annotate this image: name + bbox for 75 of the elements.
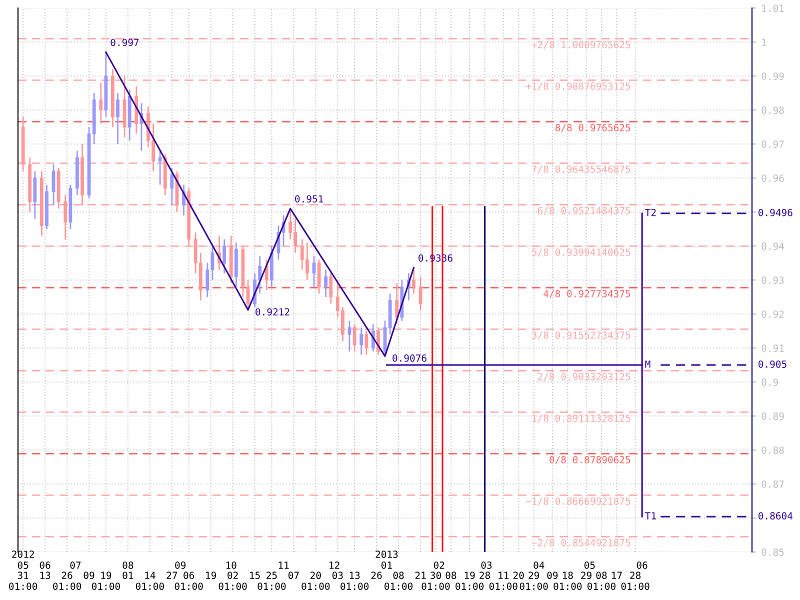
- y-tick-label: 0.87: [762, 480, 784, 488]
- x2-tick-label: 06: [40, 562, 50, 569]
- x2-tick-label: 07: [70, 562, 81, 569]
- x2-tick-label: 10: [226, 562, 236, 569]
- annotation: 0.8604: [758, 512, 793, 520]
- annotation: T2: [645, 208, 656, 216]
- y-tick-label: 0.96: [762, 174, 784, 182]
- y-tick-label: 0.91: [762, 344, 784, 352]
- ref-line-label: 4/8 0.927734375: [544, 290, 630, 298]
- y-tick-label: 0.85: [762, 548, 784, 556]
- x-tick-label: 20 01:00: [302, 572, 330, 590]
- x-tick-label: 17: [612, 572, 622, 579]
- x-tick-label: 31 01:00: [9, 572, 38, 590]
- ref-line-label: 3/8 0.91552734375: [532, 331, 630, 340]
- x2-tick-label: 04: [534, 562, 544, 569]
- x-tick-label: 08 01:00: [384, 572, 413, 590]
- x-tick-label: 14 01:00: [136, 572, 164, 590]
- x-tick-label: 29: [581, 572, 592, 580]
- annotation: M: [645, 360, 650, 368]
- y-tick-label: 0.92: [762, 310, 784, 318]
- ref-line-label: −2/8 0.8544921875: [532, 538, 630, 548]
- x2-tick-label: 2012 05: [12, 550, 34, 569]
- x-tick-label: 27: [166, 572, 178, 579]
- ref-line-label: 1/8 0.89111328125: [532, 414, 630, 423]
- ref-line-label: 7/8 0.96435546875: [532, 165, 630, 174]
- x-tick-label: 15: [250, 572, 260, 580]
- x2-tick-label: 06: [636, 562, 648, 569]
- x-tick-label: 20: [513, 572, 524, 580]
- x-tick-label: 02 01:00: [218, 572, 247, 590]
- ref-line-label: −1/8 0.86669921875: [526, 497, 630, 506]
- ref-line-label: +1/8 0.98876953125: [526, 82, 630, 91]
- ref-line-label: +2/8 1.0009765625: [532, 40, 630, 50]
- annotation: 0.9212: [256, 308, 290, 316]
- y-tick-label: 0.94: [762, 242, 784, 250]
- x-tick-label: 08: [446, 572, 456, 580]
- x2-tick-label: 08: [122, 562, 134, 569]
- y-tick-label: 0.98: [762, 106, 784, 114]
- annotation: 0.9076: [392, 354, 426, 362]
- x-tick-label: 01: [122, 572, 134, 580]
- y-tick-label: 0.99: [762, 72, 784, 80]
- annotation: 0.951: [295, 195, 324, 203]
- annotation: T1: [645, 512, 656, 520]
- x2-tick-label: 05: [584, 562, 595, 569]
- x-tick-label: 03: [332, 572, 343, 580]
- x2-tick-label: 11: [278, 562, 289, 569]
- y-tick-label: 0.9: [762, 378, 778, 386]
- ref-line-label: 8/8 0.9765625: [555, 124, 630, 132]
- y-tick-label: 1.01: [762, 4, 784, 12]
- ref-line-label: 2/8 0.9033203125: [538, 372, 630, 382]
- x2-tick-label: 2013 01: [376, 550, 398, 569]
- annotation: 0.905: [758, 360, 786, 368]
- x-tick-label: 28: [480, 572, 490, 580]
- x-tick-label: 21: [415, 572, 426, 579]
- annotation: 0.997: [110, 38, 139, 46]
- y-tick-label: 0.88: [762, 446, 784, 454]
- ref-line-label: 5/8 0.93994140625: [532, 248, 630, 257]
- x2-tick-label: 12: [330, 562, 340, 569]
- x-tick-label: 09: [84, 572, 94, 580]
- y-tick-label: 0.89: [762, 412, 784, 420]
- x2-tick-label: 03: [481, 562, 492, 569]
- x-tick-label: 09: [547, 572, 558, 580]
- x-tick-label: 13: [40, 572, 50, 580]
- x-tick-label: 19: [206, 572, 216, 580]
- x-tick-label: 26 01:00: [53, 572, 82, 590]
- ref-line-label: 6/8 0.9521484375: [538, 206, 630, 216]
- x-tick-label: 07: [288, 572, 299, 580]
- x2-tick-label: 02: [434, 562, 444, 569]
- y-tick-label: 1: [762, 38, 766, 46]
- x2-tick-label: 09: [175, 562, 186, 569]
- y-tick-label: 0.93: [762, 276, 784, 284]
- y-tick-label: 0.97: [762, 140, 784, 148]
- x-tick-label: 26: [371, 572, 382, 580]
- annotation: 0.9496: [758, 208, 792, 216]
- x-tick-label: 28 01:00: [621, 572, 650, 590]
- ref-line-label: 0/8 0.87890625: [550, 456, 630, 464]
